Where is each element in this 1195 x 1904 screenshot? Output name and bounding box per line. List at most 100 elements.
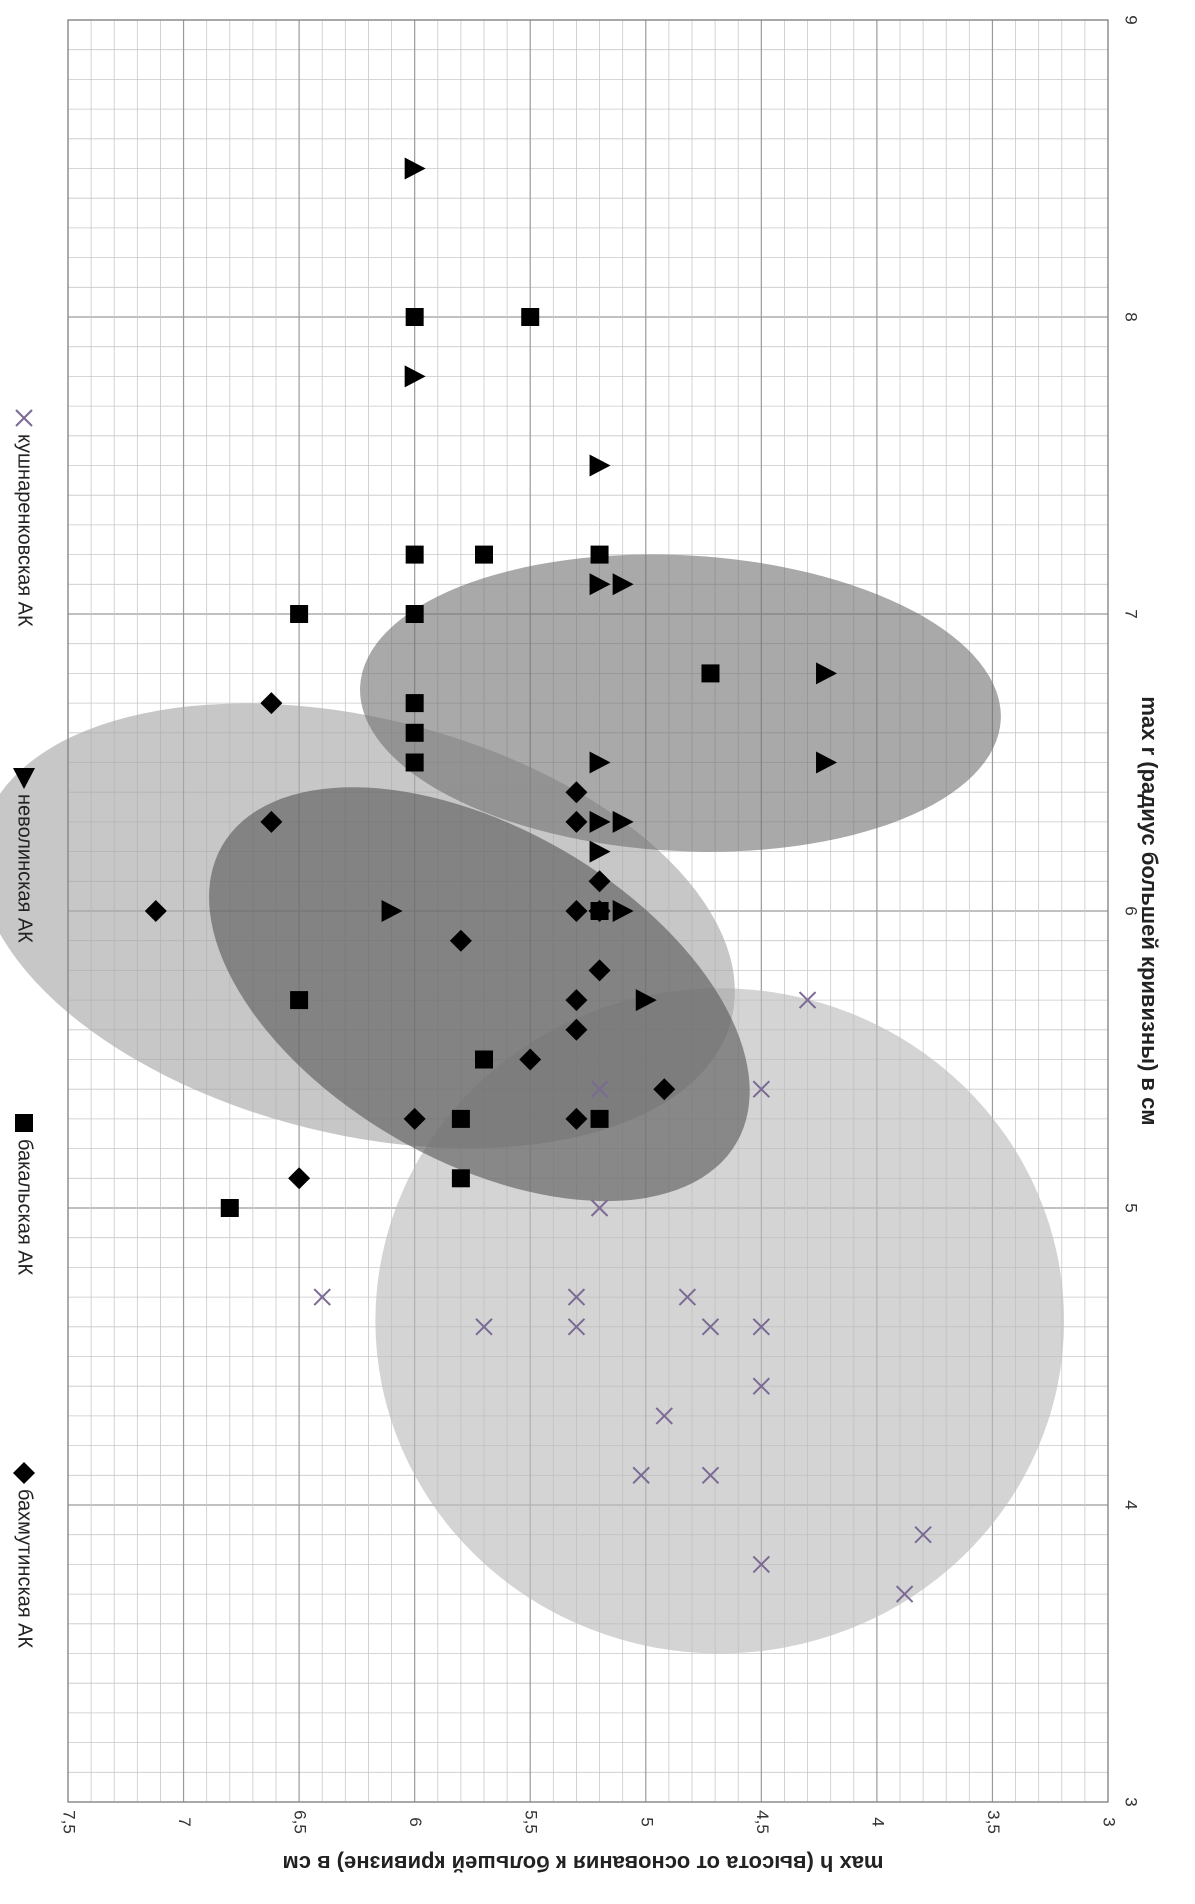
data-point bbox=[567, 1318, 586, 1336]
y-tick-label: 6,5 bbox=[291, 1810, 310, 1834]
data-point bbox=[260, 692, 283, 715]
data-point bbox=[589, 573, 611, 596]
data-point bbox=[405, 605, 424, 623]
data-point bbox=[403, 1107, 426, 1130]
cluster-ellipses bbox=[0, 554, 1065, 1654]
data-point bbox=[914, 1525, 932, 1544]
data-point bbox=[313, 1288, 331, 1306]
cluster-ellipse bbox=[209, 787, 750, 1202]
data-point bbox=[612, 900, 634, 922]
data-point bbox=[404, 157, 426, 180]
x-marker-stroke bbox=[752, 1377, 771, 1395]
x-marker-stroke bbox=[567, 1288, 586, 1306]
x-marker-stroke bbox=[590, 1199, 609, 1217]
data-point bbox=[288, 1167, 311, 1190]
y-tick-label: 5 bbox=[637, 1817, 656, 1826]
x-marker-stroke bbox=[752, 1555, 771, 1574]
data-point bbox=[752, 1080, 771, 1098]
x-marker-stroke bbox=[632, 1466, 650, 1485]
legend-item: бахмутинская АК bbox=[13, 1462, 36, 1649]
x-tick-label: 4 bbox=[1122, 1500, 1141, 1509]
data-point bbox=[816, 662, 838, 685]
data-point bbox=[565, 1018, 588, 1041]
data-point bbox=[565, 810, 588, 833]
x-marker-stroke bbox=[313, 1288, 331, 1306]
data-point bbox=[701, 1466, 720, 1485]
x-axis-title: max r (радиус большей кривизны) в см bbox=[1137, 696, 1162, 1125]
legend-item: неволинская АК bbox=[13, 768, 36, 943]
x-marker-stroke bbox=[798, 991, 817, 1009]
data-point bbox=[381, 900, 403, 922]
data-point bbox=[590, 1109, 609, 1128]
y-tick-label: 6 bbox=[406, 1817, 425, 1826]
x-marker-stroke bbox=[567, 1318, 586, 1336]
y-axis-title: max h (высота от основания к большей кри… bbox=[282, 1851, 883, 1876]
data-point bbox=[701, 664, 720, 683]
data-point bbox=[816, 751, 838, 774]
x-marker-stroke bbox=[701, 1318, 720, 1336]
y-tick-label: 3,5 bbox=[984, 1810, 1003, 1834]
y-tick-label: 7,5 bbox=[60, 1810, 79, 1834]
legend-label: бахмутинская АК bbox=[14, 1489, 36, 1649]
data-point bbox=[612, 810, 634, 833]
data-point bbox=[612, 573, 634, 596]
data-point bbox=[565, 989, 588, 1012]
data-point bbox=[752, 1555, 771, 1574]
series-0 bbox=[144, 692, 676, 1190]
x-marker-stroke bbox=[590, 1080, 609, 1098]
series-2 bbox=[381, 157, 838, 1012]
y-tick-label: 4,5 bbox=[753, 1810, 772, 1834]
data-point bbox=[588, 959, 611, 982]
plot-frame bbox=[67, 19, 1109, 1803]
legend-item: бакальская АК bbox=[14, 1114, 36, 1276]
data-point bbox=[653, 1078, 676, 1101]
legend-marker bbox=[13, 768, 35, 789]
data-point bbox=[752, 1318, 771, 1336]
data-point bbox=[588, 870, 611, 893]
x-tick-label: 3 bbox=[1122, 1797, 1141, 1806]
legend-label: кушнаренковская АК bbox=[14, 434, 36, 627]
data-point bbox=[260, 810, 283, 833]
data-point bbox=[290, 991, 309, 1010]
data-point bbox=[567, 1288, 586, 1306]
data-point bbox=[678, 1288, 697, 1306]
data-point bbox=[405, 308, 424, 326]
data-point bbox=[589, 751, 611, 774]
data-point bbox=[589, 840, 611, 863]
y-tick-label: 7 bbox=[175, 1817, 194, 1826]
legend-label: бакальская АК bbox=[14, 1139, 36, 1276]
data-point bbox=[565, 1107, 588, 1130]
data-point bbox=[521, 308, 540, 326]
data-point bbox=[290, 605, 309, 623]
data-point bbox=[404, 365, 426, 388]
data-point bbox=[565, 900, 588, 922]
y-tick-label: 4 bbox=[868, 1817, 887, 1826]
legend-item: кушнаренковская АК bbox=[14, 409, 36, 627]
data-point bbox=[589, 810, 611, 833]
data-point bbox=[451, 1109, 470, 1128]
legend-marker bbox=[15, 1114, 33, 1132]
data-point bbox=[590, 1199, 609, 1217]
data-point bbox=[144, 900, 167, 922]
data-point bbox=[405, 753, 424, 772]
data-point bbox=[405, 545, 424, 564]
legend-marker bbox=[13, 1462, 35, 1484]
x-marker-stroke bbox=[475, 1318, 493, 1336]
data-point bbox=[590, 545, 609, 564]
data-point bbox=[405, 723, 424, 742]
data-point bbox=[895, 1585, 914, 1603]
y-tick-label: 3 bbox=[1100, 1817, 1119, 1826]
x-marker-stroke bbox=[895, 1585, 914, 1603]
series-3 bbox=[313, 991, 932, 1603]
data-point bbox=[475, 1050, 493, 1069]
x-tick-label: 5 bbox=[1122, 1203, 1141, 1212]
x-marker-stroke bbox=[752, 1318, 771, 1336]
x-marker-stroke bbox=[678, 1288, 697, 1306]
data-point bbox=[752, 1377, 771, 1395]
legend-label: неволинская АК bbox=[14, 794, 36, 943]
y-tick-label: 5,5 bbox=[522, 1810, 541, 1834]
legend-marker bbox=[15, 409, 33, 427]
data-point bbox=[475, 545, 493, 564]
data-point bbox=[475, 1318, 493, 1336]
x-marker-stroke bbox=[914, 1525, 932, 1544]
